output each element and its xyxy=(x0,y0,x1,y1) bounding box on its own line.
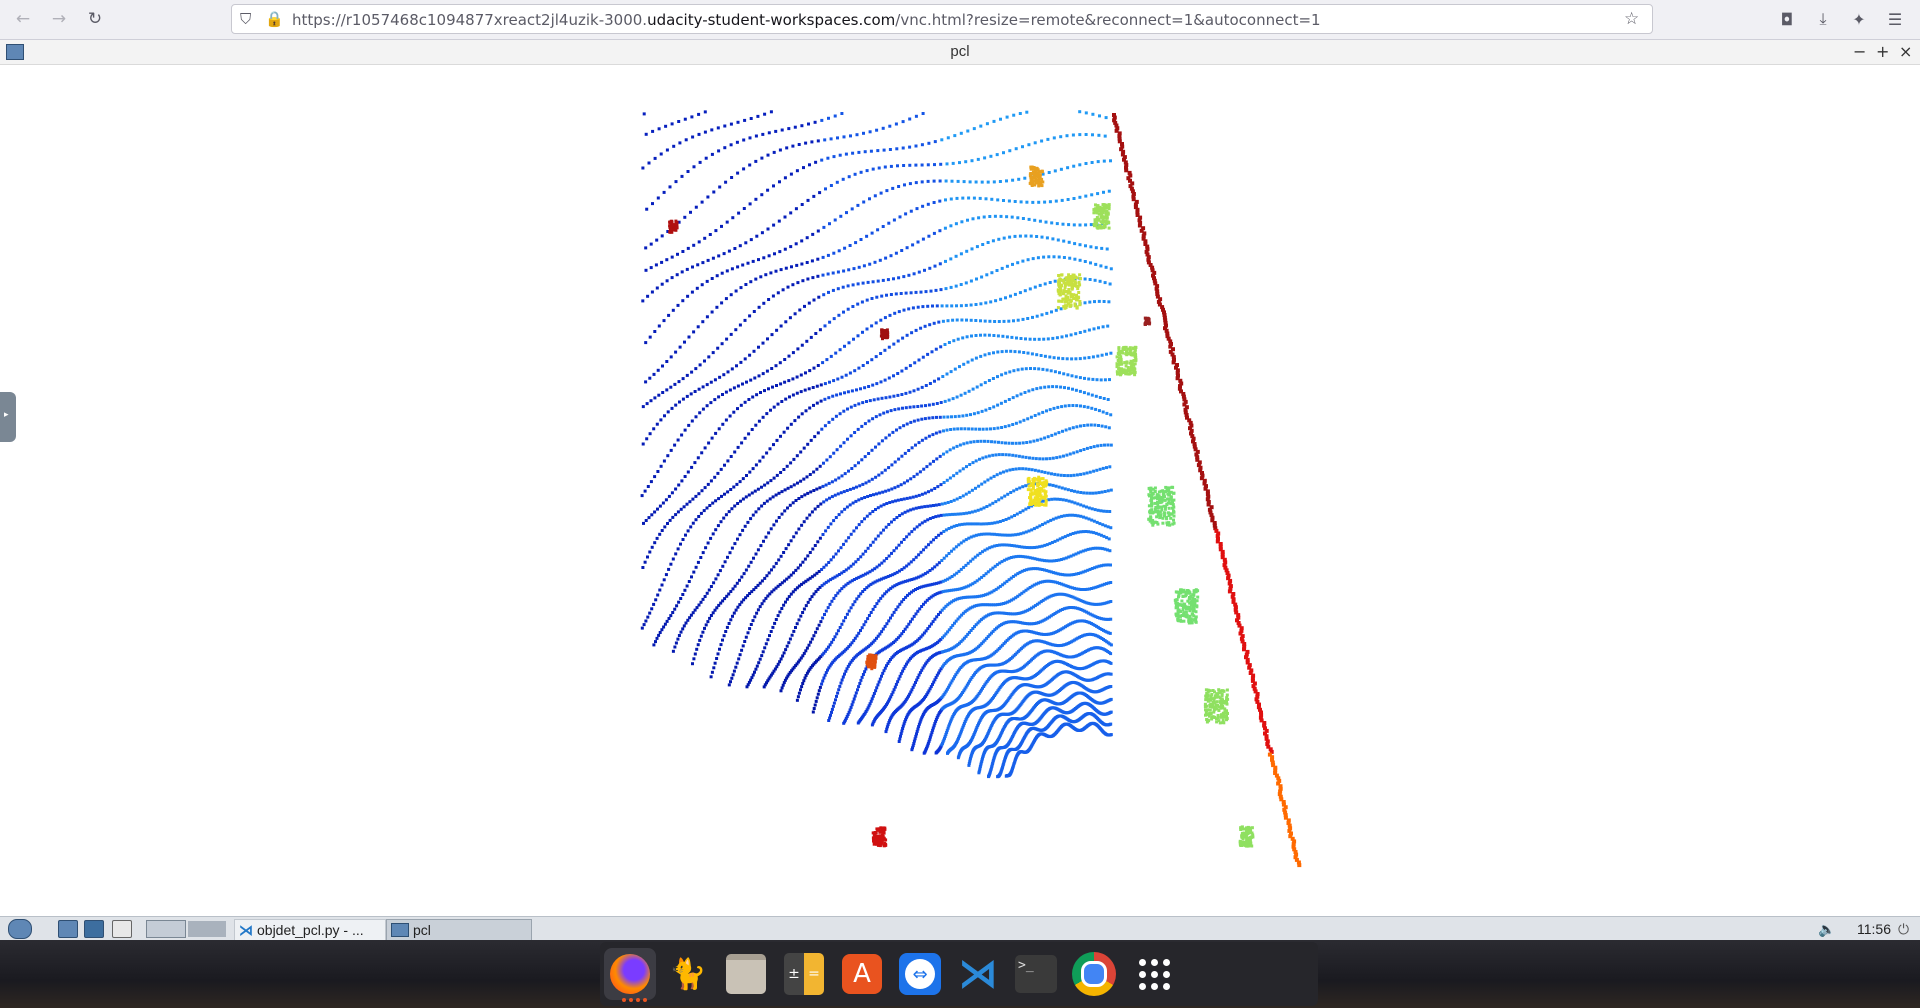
taskbar-item-label: objdet_pcl.py - ... xyxy=(257,922,364,938)
extensions-icon[interactable]: ✦ xyxy=(1852,9,1866,29)
dock: 🐈 ± = A ⇔ ⋊ >_ xyxy=(600,942,1318,1006)
teamviewer-icon[interactable]: ⇔ xyxy=(894,948,946,1000)
menu-icon[interactable]: ☰ xyxy=(1887,9,1903,29)
calculator-icon[interactable]: ± = xyxy=(778,948,830,1000)
road-edge-points xyxy=(1112,113,1302,868)
forward-arrow-icon[interactable]: → xyxy=(51,9,67,29)
jupyter-icon[interactable]: 🐈 xyxy=(669,956,707,992)
url-text[interactable]: https://r1057468c1094877xreact2jl4uzik-3… xyxy=(292,11,1321,29)
power-icon[interactable]: ⏻ xyxy=(1898,920,1910,937)
point-clusters xyxy=(668,165,1255,848)
close-icon[interactable]: × xyxy=(1899,42,1913,61)
download-icon[interactable]: ⤓ xyxy=(1819,9,1827,28)
vnc-sidebar-handle[interactable]: ▸ xyxy=(0,392,16,442)
expand-arrow-icon: ▸ xyxy=(4,410,9,420)
back-arrow-icon[interactable]: ← xyxy=(15,9,31,29)
window-titlebar: pcl − + × xyxy=(0,40,1920,65)
file-manager-icon[interactable] xyxy=(112,919,132,939)
taskbar-panel: ⋊ objdet_pcl.py - ... pcl 🔈 11:56 ⏻ xyxy=(0,916,1920,941)
chrome-icon[interactable] xyxy=(1068,948,1120,1000)
window-menu-icon[interactable] xyxy=(6,44,24,60)
maximize-icon[interactable]: + xyxy=(1876,42,1890,61)
terminal-icon[interactable]: >_ xyxy=(1010,948,1062,1000)
star-bookmark-icon[interactable]: ☆ xyxy=(1624,9,1640,29)
browser-toolbar: ← → ↻ ⛉ 🔒 https://r1057468c1094877xreact… xyxy=(0,0,1920,40)
point-cloud xyxy=(640,110,1113,779)
show-desktop-icon[interactable] xyxy=(58,919,78,939)
terminal-launcher-icon[interactable] xyxy=(84,919,104,939)
url-prefix: https://r1057468c1094877xreact2jl4uzik-3… xyxy=(292,11,648,29)
url-domain: udacity-student-workspaces.com xyxy=(647,11,896,29)
vscode-icon[interactable]: ⋊ xyxy=(958,951,998,997)
taskbar-item-label: pcl xyxy=(413,922,431,938)
app-center-icon[interactable]: A xyxy=(836,948,888,1000)
clock: 11:56 xyxy=(1857,921,1891,937)
lock-icon[interactable]: 🔒 xyxy=(265,10,284,28)
vscode-small-icon: ⋊ xyxy=(239,921,253,938)
url-path: /vnc.html?resize=remote&reconnect=1&auto… xyxy=(895,11,1321,29)
volume-icon[interactable]: 🔈 xyxy=(1818,920,1836,937)
show-applications-icon[interactable] xyxy=(1128,948,1180,1000)
taskbar-item-pcl[interactable]: pcl xyxy=(386,919,532,941)
workspace-switcher[interactable] xyxy=(146,919,226,939)
shield-icon[interactable]: ⛉ xyxy=(240,10,252,28)
files-icon[interactable] xyxy=(720,948,772,1000)
point-cloud-view[interactable] xyxy=(0,65,1920,915)
url-bar[interactable]: ⛉ 🔒 https://r1057468c1094877xreact2jl4uz… xyxy=(231,4,1653,34)
window-title: pcl xyxy=(950,43,970,60)
taskbar-item-editor[interactable]: ⋊ objdet_pcl.py - ... xyxy=(234,919,386,941)
firefox-icon[interactable] xyxy=(604,948,656,1002)
pocket-icon[interactable]: ◘ xyxy=(1780,9,1794,29)
reload-icon[interactable]: ↻ xyxy=(87,9,103,29)
minimize-icon[interactable]: − xyxy=(1853,42,1867,61)
apps-menu-icon[interactable] xyxy=(8,919,32,939)
